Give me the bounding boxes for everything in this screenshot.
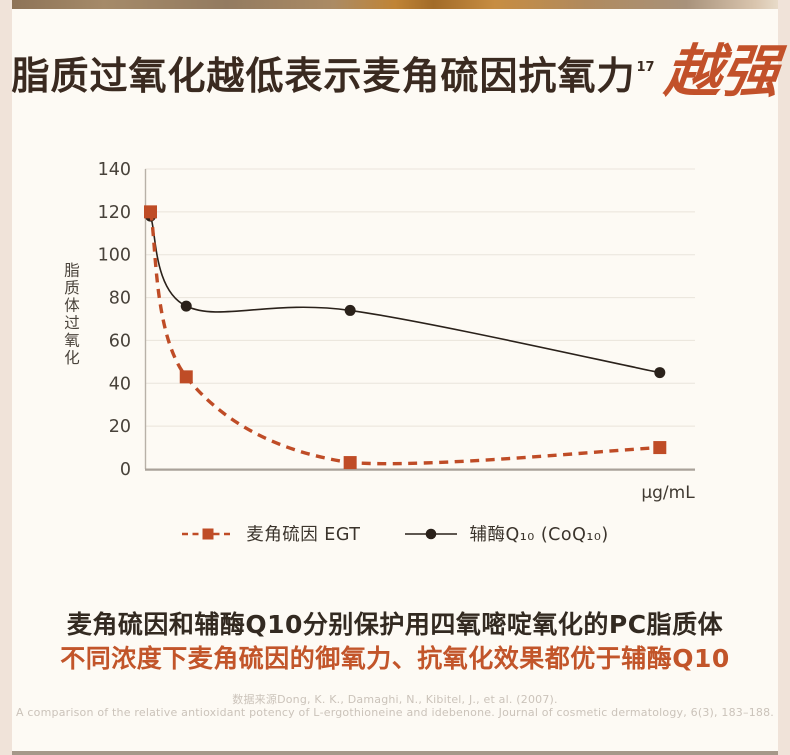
- y-axis-title: 脂质体过氧化: [62, 262, 80, 367]
- caption-line2: 不同浓度下麦角硫因的御氧力、抗氧化效果都优于辅酶Q10: [60, 643, 730, 673]
- y-tick-80: 80: [109, 289, 131, 309]
- data-point-egt: [144, 205, 157, 219]
- x-axis-unit-label: μg/mL: [641, 483, 695, 503]
- legend-item-egt: 麦角硫因 EGT: [181, 521, 360, 546]
- data-source-citation: 数据来源Dong, K. K., Damaghi, N., Kibitel, J…: [0, 693, 790, 720]
- caption-line1: 麦角硫因和辅酶Q10分别保护用四氧嘧啶氧化的PC脂质体: [66, 610, 724, 639]
- content-panel: [12, 0, 778, 751]
- y-tick-40: 40: [109, 374, 131, 394]
- y-tick-20: 20: [109, 417, 131, 437]
- chart-legend: 麦角硫因 EGT 辅酶Q₁₀ (CoQ₁₀): [0, 521, 790, 546]
- data-point-coq10: [654, 367, 666, 379]
- data-point-coq10: [344, 304, 356, 316]
- title-main-text: 脂质过氧化越低表示麦角硫因抗氧力: [11, 53, 636, 98]
- y-tick-120: 120: [98, 203, 131, 223]
- data-point-coq10: [180, 300, 192, 312]
- line-chart: 140 120 100 80 60 40 20 0 μg/mL: [0, 140, 790, 512]
- photo-strip: [12, 0, 778, 9]
- legend-label-coq10: 辅酶Q₁₀ (CoQ₁₀): [469, 525, 609, 545]
- data-point-egt: [179, 370, 193, 384]
- y-tick-0: 0: [120, 460, 131, 480]
- gridlines: [145, 168, 695, 427]
- title-superscript: 17: [636, 60, 655, 75]
- legend-item-coq10: 辅酶Q₁₀ (CoQ₁₀): [404, 521, 608, 546]
- citation-line2: A comparison of the relative antioxidant…: [16, 705, 774, 719]
- data-point-egt: [653, 441, 667, 455]
- y-tick-140: 140: [98, 160, 131, 180]
- y-tick-100: 100: [98, 246, 131, 266]
- legend-label-egt: 麦角硫因 EGT: [246, 525, 361, 545]
- coq10-line-dot-icon: [405, 528, 458, 539]
- caption-block: 麦角硫因和辅酶Q10分别保护用四氧嘧啶氧化的PC脂质体 不同浓度下麦角硫因的御氧…: [0, 608, 790, 676]
- series-line-coq10: [149, 215, 660, 374]
- series-line-egt: [148, 211, 660, 466]
- title-accent-text: 越强: [661, 39, 783, 105]
- data-point-egt: [343, 456, 357, 470]
- chart-canvas: 140 120 100 80 60 40 20 0 μg/mL: [98, 160, 696, 503]
- y-tick-labels: 140 120 100 80 60 40 20 0: [98, 160, 131, 480]
- series-layer: [144, 205, 667, 470]
- y-tick-60: 60: [109, 331, 131, 351]
- page-title: 脂质过氧化越低表示麦角硫因抗氧力 17 越强: [0, 39, 790, 105]
- citation-line1: 数据来源Dong, K. K., Damaghi, N., Kibitel, J…: [232, 693, 558, 706]
- egt-dashed-square-icon: [182, 528, 235, 539]
- bottom-strip: [12, 751, 778, 755]
